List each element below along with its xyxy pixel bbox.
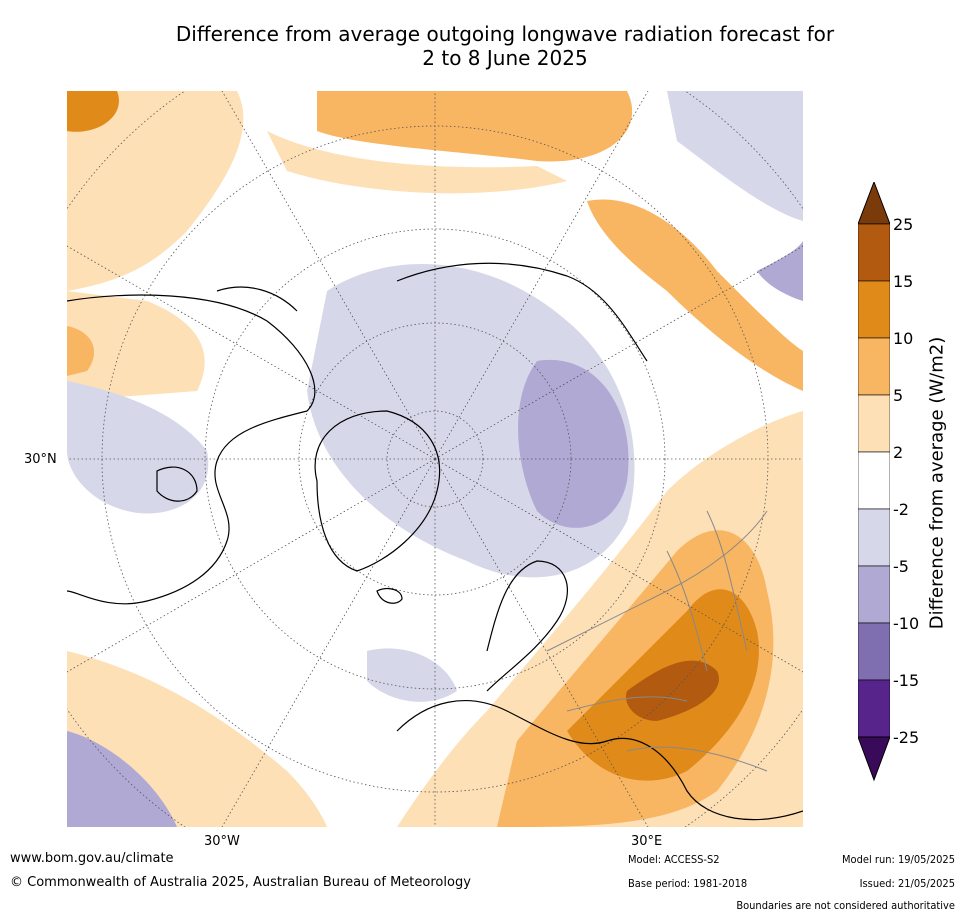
colorbar-tick-label: 5 xyxy=(893,386,904,405)
footer-model: Model: ACCESS-S2 xyxy=(628,853,720,866)
coastline-scandinavia xyxy=(486,560,568,692)
colorbar-tick-label: -10 xyxy=(893,614,920,633)
colorbar-band-minus15-minus25 xyxy=(858,679,890,738)
colorbar-tick-label: -25 xyxy=(893,728,920,747)
colorbar-tick-label: 25 xyxy=(893,215,914,234)
colorbar-band-minus2-minus5 xyxy=(858,508,890,567)
anomaly-region-lavender-west xyxy=(67,381,209,514)
colorbar-title: Difference from average (W/m2) xyxy=(926,336,948,630)
colorbar-band-2-5 xyxy=(858,394,890,453)
chart-title: Difference from average outgoing longwav… xyxy=(90,22,920,70)
anomaly-region-brown-se xyxy=(626,660,719,721)
anomaly-region-purple-center xyxy=(518,359,629,528)
country-borders xyxy=(546,510,768,772)
title-line-2: 2 to 8 June 2025 xyxy=(422,46,588,70)
colorbar xyxy=(858,182,890,782)
footer-copyright: © Commonwealth of Australia 2025, Austra… xyxy=(10,875,471,890)
polar-map[interactable] xyxy=(67,91,803,827)
colorbar-band-10-15 xyxy=(858,280,890,339)
colorbar-band-5-10 xyxy=(858,337,890,396)
coastlines xyxy=(67,262,803,821)
colorbar-tick-label: 15 xyxy=(893,272,914,291)
colorbar-tick-label: 10 xyxy=(893,329,914,348)
anomaly-region-lavender-east xyxy=(757,241,803,301)
colorbar-min-extension xyxy=(858,736,890,782)
coastline-hudson-bay xyxy=(156,466,198,502)
anomaly-region-lavender-ne xyxy=(667,91,803,221)
coastline-greenland xyxy=(314,410,441,572)
colorbar-tick-label: -5 xyxy=(893,557,909,576)
anomaly-region-orange-ne xyxy=(587,199,803,391)
colorbar-tick-label: -2 xyxy=(893,500,909,519)
colorbar-band-minus10-minus15 xyxy=(858,622,890,681)
graticule xyxy=(67,91,803,827)
map-canvas xyxy=(67,91,803,827)
coastline-north-america xyxy=(67,294,316,605)
lon-label-30e: 30°E xyxy=(631,834,663,849)
title-line-1: Difference from average outgoing longwav… xyxy=(175,22,835,46)
colorbar-tick-label: 2 xyxy=(893,443,904,462)
colorbar-max-extension xyxy=(858,182,890,225)
anomaly-region-orange-west xyxy=(67,326,95,376)
lon-label-30w: 30°W xyxy=(204,834,240,849)
colorbar-band-minus5-minus10 xyxy=(858,565,890,624)
footer-issued: Issued: 21/05/2025 xyxy=(859,877,955,890)
anomaly-region-orange-top xyxy=(317,91,633,162)
anomaly-region-light-orange-west xyxy=(67,291,205,401)
coastline-europe xyxy=(396,700,803,821)
anomaly-region-orange-nw xyxy=(67,91,119,132)
coastline-alaska xyxy=(216,286,298,312)
colorbar-tick-label: -15 xyxy=(893,671,920,690)
footer-url[interactable]: www.bom.gov.au/climate xyxy=(10,851,174,866)
anomaly-region-light-orange-top xyxy=(267,131,567,194)
lat-label-30n: 30°N xyxy=(24,452,57,467)
footer-model-run: Model run: 19/05/2025 xyxy=(842,853,955,866)
footer-base-period: Base period: 1981-2018 xyxy=(628,877,748,890)
coastline-siberia xyxy=(396,262,648,362)
colorbar-band-15-25 xyxy=(858,223,890,282)
anomaly-region-lavender-south xyxy=(367,648,457,702)
anomaly-region-lavender-sw xyxy=(67,731,177,827)
coastline-iceland xyxy=(376,588,403,604)
colorbar-band-neutral xyxy=(858,451,890,510)
footer-disclaimer: Boundaries are not considered authoritat… xyxy=(736,899,955,912)
anomaly-region-light-orange-nw xyxy=(67,91,244,291)
